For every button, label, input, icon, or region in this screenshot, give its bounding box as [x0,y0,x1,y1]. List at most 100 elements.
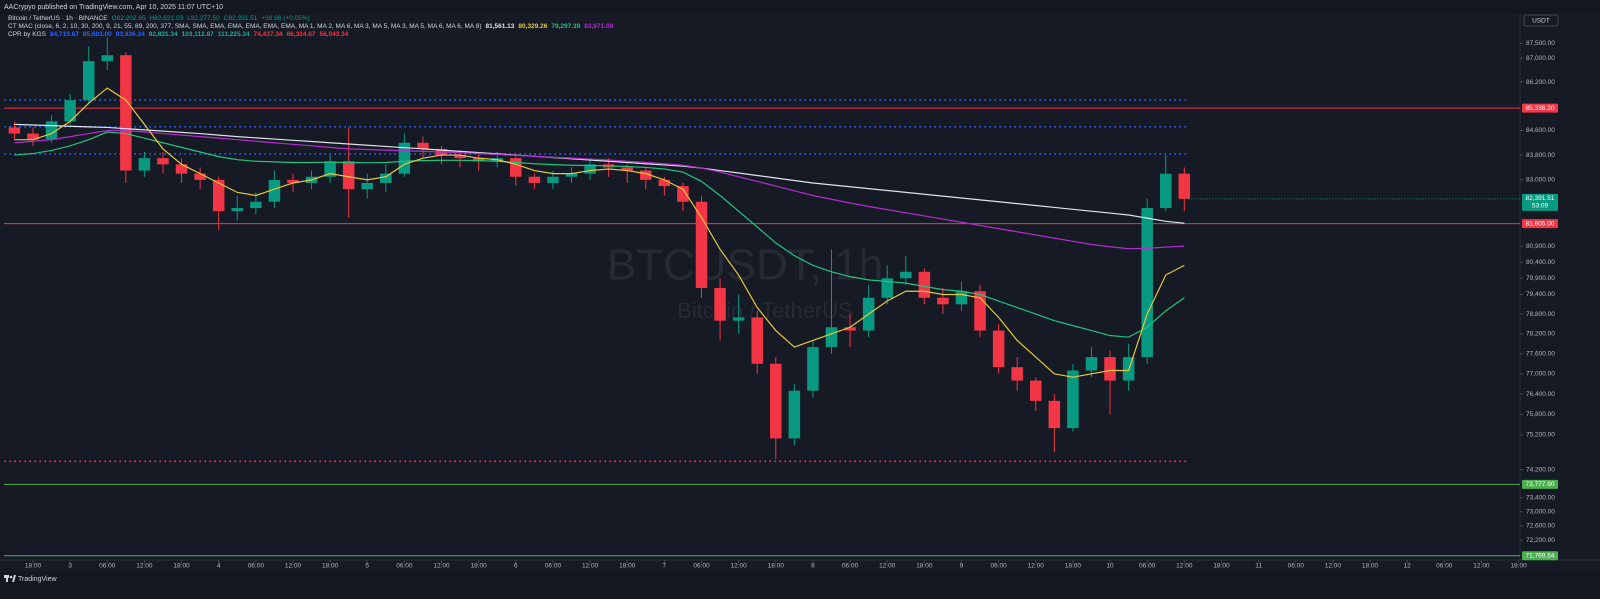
candle-body [1085,357,1098,371]
y-tick-label: 75,200.00 [1526,432,1555,439]
candle-body [937,297,949,305]
y-tick-label: 74,200.00 [1526,466,1555,473]
candle-body [1011,367,1023,381]
legend-text: 83,671.08 [584,23,614,30]
candle-body [621,167,633,171]
y-tick-label: 80,400.00 [1526,259,1555,266]
watermark-symbol: BTCUSDT, 1h [607,241,883,290]
legend-text: CPR by KGS [8,31,46,38]
x-tick-label: 12:00 [1325,563,1342,570]
y-tick-label: 87,500.00 [1526,40,1555,47]
legend-text: 56,043.34 [319,31,349,38]
x-tick-label: 06:00 [990,563,1007,570]
legend-text: 92,831.34 [148,31,178,38]
legend-text: 74,437.34 [253,31,283,38]
moving-average [14,123,1185,224]
candle-body [417,142,429,149]
x-tick-label: 12 [1404,563,1412,570]
candle-body [194,173,206,180]
top-bar [0,0,1600,14]
candle-body [1048,400,1061,429]
publisher: AACrypyo published on TradingView.com, A… [4,4,223,11]
legend-text: 85,603.00 [82,31,112,38]
x-tick-label: 18:00 [1362,563,1379,570]
x-tick-label: 06:00 [693,563,710,570]
x-tick-label: 8 [811,563,815,570]
x-tick-label: 06:00 [396,563,413,570]
y-tick-label: 80,900.00 [1526,243,1555,250]
y-tick-label: 87,000.00 [1526,55,1555,62]
x-tick-label: 12:00 [433,563,450,570]
y-tick-label: 83,800.00 [1526,152,1555,159]
candle-body [1159,173,1172,209]
legend-text: 111,225.34 [217,31,250,38]
legend-text: Bitcoin / TetherUS · 1h · BINANCE [8,15,108,22]
candle-body [45,121,58,140]
x-tick-label: 18:00 [768,563,785,570]
candle-body [101,55,114,62]
last-price-bg [1522,193,1558,211]
candle-body [1030,380,1042,401]
y-tick-label: 86,200.00 [1526,79,1555,86]
candle-body [398,142,411,174]
moving-average [14,131,1185,338]
candle-body [27,133,39,140]
level-label: 71,769.54 [1526,552,1555,559]
candle-body [8,127,21,134]
level-label-bg [1522,479,1558,489]
x-tick-label: 06:00 [248,563,265,570]
candle-body [361,182,374,190]
footer-brand: TradingView [18,576,57,583]
candle-body [472,158,485,162]
candle-body [584,164,596,174]
y-tick-label: 72,200.00 [1526,537,1555,544]
legend-row: Bitcoin / TetherUS · 1h · BINANCE O82,202… [8,15,617,23]
legend-text: 66,324.67 [286,31,316,38]
candle-body [1178,173,1191,199]
candle-body [138,158,151,171]
y-tick-label: 76,400.00 [1526,391,1555,398]
candle-body [528,176,541,183]
x-tick-label: 18:00 [322,563,339,570]
watermark-name: Bitcoin / TetherUS [677,298,853,323]
x-tick-label: 06:00 [1288,563,1305,570]
x-tick-label: 3 [68,563,72,570]
candle-body [677,186,689,202]
x-tick-label: 12:00 [731,563,748,570]
level-label-bg [1522,103,1558,113]
candle-body [807,347,819,391]
y-tick-label: 78,200.00 [1526,331,1555,338]
candle-body [565,173,578,177]
candle-body [955,291,968,305]
candle-body [695,201,708,288]
y-tick-label: 73,400.00 [1526,494,1555,501]
x-tick-label: 12:00 [1028,563,1045,570]
candle-body [900,271,912,279]
tv-logo [4,575,16,582]
currency[interactable]: USDT [1532,18,1550,25]
candle-body [714,287,726,321]
candle-body [212,179,225,212]
candle-body [1104,357,1116,381]
legend-text: O82,202.65 [111,15,146,22]
legend-text: 83,836.34 [115,31,145,38]
legend-text: L82,277.50 [187,15,220,22]
candle-body [992,330,1005,368]
y-tick-label: 73,000.00 [1526,508,1555,515]
x-tick-label: 10 [1106,563,1114,570]
x-tick-label: 06:00 [545,563,562,570]
candle-body [380,173,392,183]
x-tick-label: 18:00 [1213,563,1230,570]
x-tick-label: 18:00 [916,563,933,570]
candle-body [770,363,782,439]
legend: Bitcoin / TetherUS · 1h · BINANCE O82,202… [8,15,617,39]
legend-row: CT MAC (close, 6, 2, 10, 30, 200, 9, 21,… [8,23,617,31]
footer-bar [0,572,1600,599]
countdown: 53:09 [1532,203,1549,210]
candle-body [175,164,188,174]
currency-button[interactable] [1523,14,1559,27]
y-tick-label: 77,000.00 [1526,371,1555,378]
x-tick-label: 12:00 [879,563,896,570]
candle-body [250,201,262,209]
